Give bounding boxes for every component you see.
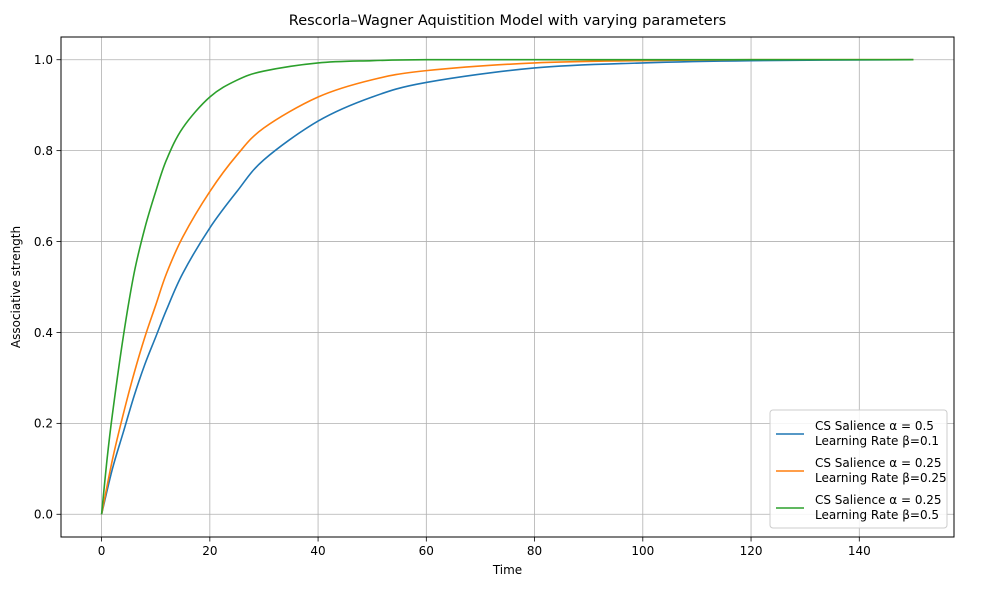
x-tick-label: 60 [419, 544, 434, 558]
legend-entry-3-line2: Learning Rate β=0.5 [815, 508, 939, 522]
legend-entry-1-line1: CS Salience α = 0.5 [815, 419, 934, 433]
x-tick-label: 140 [848, 544, 871, 558]
y-tick-label: 0.8 [34, 144, 53, 158]
x-tick-label: 120 [740, 544, 763, 558]
y-tick-label: 1.0 [34, 53, 53, 67]
series-line-3 [100, 58, 914, 515]
x-tick-label: 100 [631, 544, 654, 558]
y-axis-label: Associative strength [9, 226, 23, 348]
x-tick-label: 80 [527, 544, 542, 558]
chart-title: Rescorla–Wagner Aquistition Model with v… [289, 13, 726, 29]
legend-entry-2-line1: CS Salience α = 0.25 [815, 456, 942, 470]
x-tick-label: 40 [310, 544, 325, 558]
legend-box [769, 409, 948, 529]
x-tick-label: 20 [202, 544, 217, 558]
series-layer [100, 58, 914, 515]
series-line-1 [100, 58, 914, 515]
plot-frame [60, 36, 955, 538]
legend-entry-1-line2: Learning Rate β=0.1 [815, 434, 939, 448]
y-tick-label: 0.4 [34, 326, 53, 340]
legend-entry-2-line2: Learning Rate β=0.25 [815, 471, 947, 485]
y-tick-label: 0.2 [34, 417, 53, 431]
ticks: 0 20 40 60 80 100 120 140 0.0 0.2 0.4 0.6 0.8 1.0 [34, 53, 871, 558]
x-tick-label: 0 [98, 544, 106, 558]
y-tick-label: 0.0 [34, 508, 53, 522]
legend-entry-3-line1: CS Salience α = 0.25 [815, 493, 942, 507]
x-axis-label: Time [492, 563, 522, 577]
y-tick-label: 0.6 [34, 235, 53, 249]
series-line-2 [100, 58, 914, 515]
